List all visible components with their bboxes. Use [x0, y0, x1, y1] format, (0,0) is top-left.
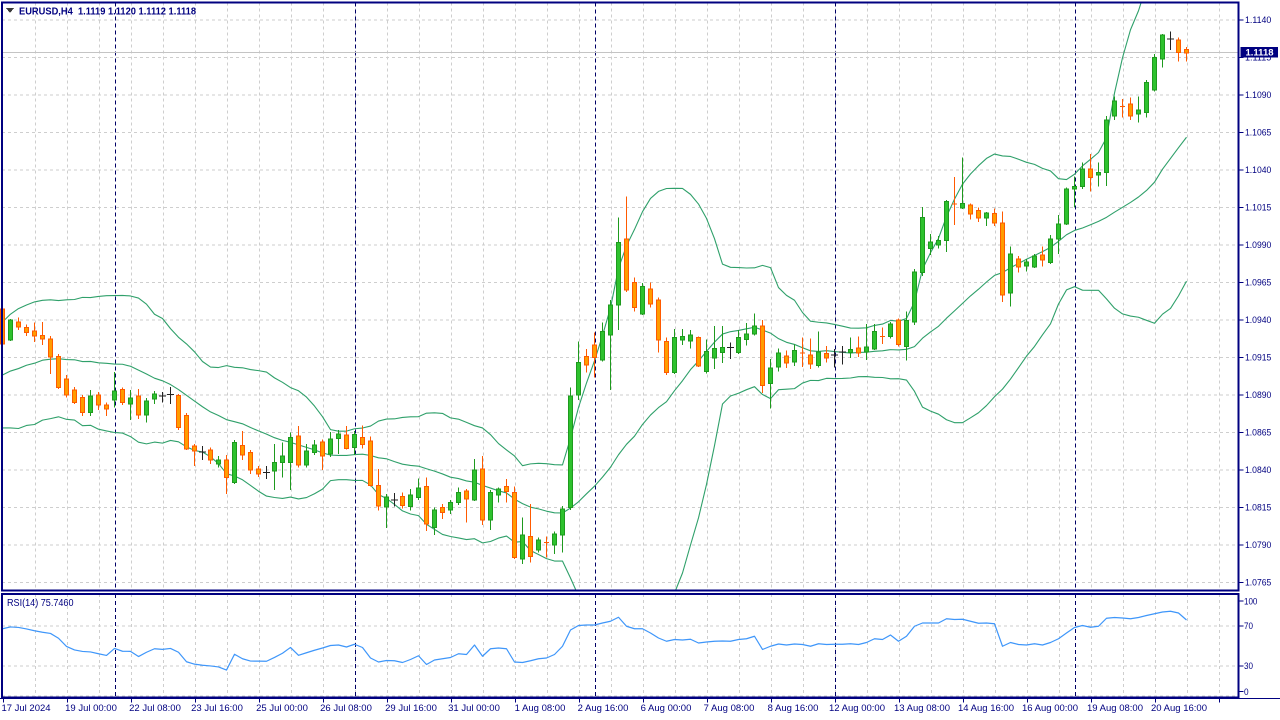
svg-text:0: 0	[1244, 687, 1249, 698]
svg-text:1.1040: 1.1040	[1245, 165, 1271, 176]
svg-text:20 Aug 16:00: 20 Aug 16:00	[1151, 703, 1207, 714]
svg-text:1.0940: 1.0940	[1245, 315, 1271, 326]
svg-text:1 Aug 08:00: 1 Aug 08:00	[515, 703, 566, 714]
svg-text:1.1015: 1.1015	[1245, 203, 1271, 214]
svg-text:1.0915: 1.0915	[1245, 353, 1271, 364]
svg-text:70: 70	[1244, 621, 1253, 632]
svg-text:8 Aug 16:00: 8 Aug 16:00	[768, 703, 819, 714]
svg-text:16 Aug 00:00: 16 Aug 00:00	[1022, 703, 1078, 714]
svg-text:2 Aug 16:00: 2 Aug 16:00	[578, 703, 629, 714]
svg-text:29 Jul 16:00: 29 Jul 16:00	[385, 703, 437, 714]
svg-text:1.0990: 1.0990	[1245, 240, 1271, 251]
svg-text:13 Aug 08:00: 13 Aug 08:00	[894, 703, 950, 714]
svg-text:EURUSD,H4 1.1119 1.1120 1.111: EURUSD,H4 1.1119 1.1120 1.1112 1.1118	[19, 6, 196, 18]
svg-text:12 Aug 00:00: 12 Aug 00:00	[829, 703, 885, 714]
svg-text:1.1090: 1.1090	[1245, 90, 1271, 101]
svg-text:22 Jul 08:00: 22 Jul 08:00	[129, 703, 181, 714]
svg-text:100: 100	[1244, 596, 1257, 607]
svg-text:1.0790: 1.0790	[1245, 540, 1271, 551]
svg-text:1.0815: 1.0815	[1245, 503, 1271, 514]
svg-text:7 Aug 08:00: 7 Aug 08:00	[704, 703, 755, 714]
svg-text:1.0890: 1.0890	[1245, 390, 1271, 401]
svg-text:14 Aug 16:00: 14 Aug 16:00	[958, 703, 1014, 714]
svg-text:19 Aug 08:00: 19 Aug 08:00	[1087, 703, 1143, 714]
svg-text:17 Jul 2024: 17 Jul 2024	[1, 703, 50, 714]
svg-text:1.1065: 1.1065	[1245, 128, 1271, 139]
svg-text:1.0965: 1.0965	[1245, 278, 1271, 289]
svg-text:23 Jul 16:00: 23 Jul 16:00	[191, 703, 243, 714]
svg-text:25 Jul 00:00: 25 Jul 00:00	[256, 703, 308, 714]
svg-text:RSI(14) 75.7460: RSI(14) 75.7460	[7, 598, 74, 609]
svg-text:1.1115: 1.1115	[1245, 53, 1271, 64]
svg-text:1.0865: 1.0865	[1245, 428, 1271, 439]
svg-text:30: 30	[1244, 661, 1253, 672]
svg-text:26 Jul 08:00: 26 Jul 08:00	[320, 703, 372, 714]
svg-text:1.1140: 1.1140	[1245, 15, 1271, 26]
svg-text:1.1118: 1.1118	[1246, 48, 1274, 59]
svg-text:6 Aug 00:00: 6 Aug 00:00	[641, 703, 692, 714]
svg-text:1.0765: 1.0765	[1245, 578, 1271, 589]
svg-text:19 Jul 00:00: 19 Jul 00:00	[65, 703, 117, 714]
svg-text:31 Jul 00:00: 31 Jul 00:00	[448, 703, 500, 714]
svg-text:1.0840: 1.0840	[1245, 465, 1271, 476]
